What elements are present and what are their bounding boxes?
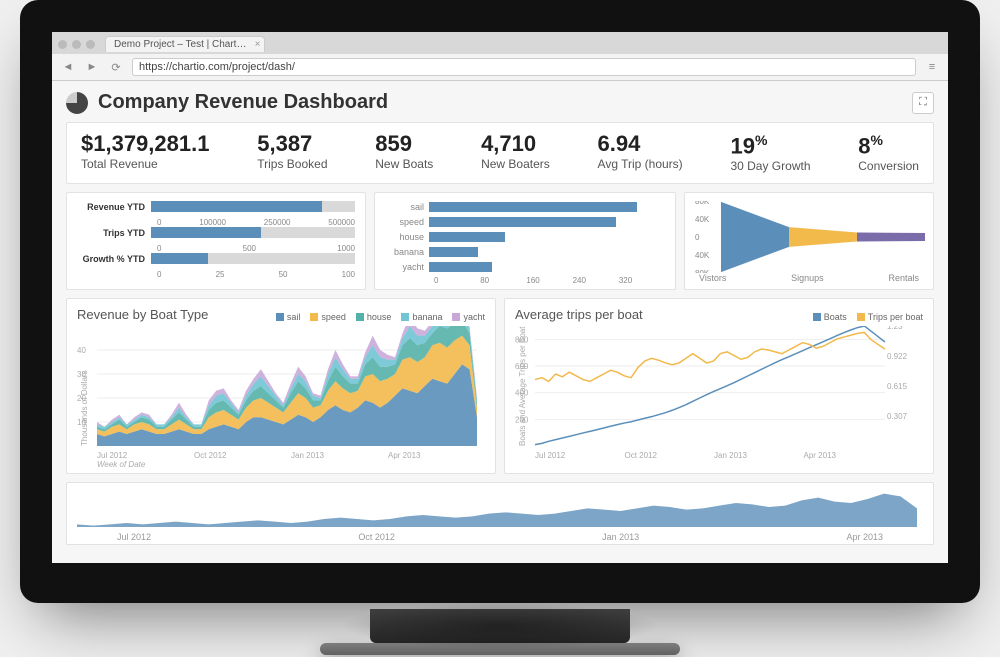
svg-text:Boats and Average Trips per Bo: Boats and Average Trips per Boat: [518, 326, 527, 446]
funnel-stage-label: Rentals: [888, 273, 919, 283]
bullet-fill: [151, 253, 208, 264]
kpi-label: Conversion: [858, 159, 919, 173]
line-svg: 2004006008000.3070.6150.9221.23Boats and…: [515, 326, 915, 446]
browser-tab[interactable]: Demo Project – Test | Chart… ×: [105, 36, 265, 52]
dashboard-page: Company Revenue Dashboard ⛶ $1,379,281.1…: [52, 81, 948, 563]
svg-text:0: 0: [695, 233, 700, 242]
svg-text:1.23: 1.23: [887, 326, 903, 331]
catbar-fill: [429, 247, 478, 257]
chartio-logo-icon: [66, 92, 88, 114]
legend-item: speed: [310, 312, 346, 322]
kpi: 8% Conversion: [858, 133, 919, 173]
bullet-track: [151, 201, 355, 212]
bullet-label: Revenue YTD: [77, 202, 151, 212]
catbar-fill: [429, 262, 492, 272]
kpi-value: 19%: [730, 133, 810, 157]
boat-type-bars: sailspeedhousebananayacht080160240320: [374, 192, 676, 290]
kpi: 859 New Boats: [375, 133, 433, 173]
url-text: https://chartio.com/project/dash/: [139, 61, 295, 73]
catbar-label: house: [385, 232, 429, 242]
kpi: $1,379,281.1 Total Revenue: [81, 133, 209, 173]
legend-item: sail: [276, 312, 301, 322]
avg-trips-line-chart: Average trips per boat Boats Trips per boa…: [504, 298, 934, 474]
kpi-value: 4,710: [481, 133, 550, 155]
legend-item: Boats: [813, 307, 847, 326]
kpi-value: 5,387: [257, 133, 327, 155]
funnel-stage-label: Signups: [791, 273, 824, 283]
menu-icon[interactable]: ≡: [924, 61, 940, 73]
page-title: Company Revenue Dashboard: [98, 91, 902, 114]
svg-text:40K: 40K: [695, 251, 710, 260]
bullet-charts: Revenue YTD0100000250000500000Trips YTD0…: [66, 192, 366, 290]
kpi-value: $1,379,281.1: [81, 133, 209, 155]
window-controls[interactable]: [58, 40, 95, 49]
svg-text:80K: 80K: [695, 201, 710, 206]
fullscreen-button[interactable]: ⛶: [912, 92, 934, 114]
funnel-svg: 80K40K040K80K: [695, 201, 925, 273]
spark-svg: [77, 487, 917, 527]
line-chart-title: Average trips per boat: [515, 307, 643, 322]
mid-row: Revenue YTD0100000250000500000Trips YTD0…: [66, 192, 934, 290]
catbar-fill: [429, 217, 616, 227]
kpi-label: 30 Day Growth: [730, 159, 810, 173]
kpi-row: $1,379,281.1 Total Revenue 5,387 Trips Book…: [66, 122, 934, 184]
bullet-label: Growth % YTD: [77, 254, 151, 264]
url-input[interactable]: https://chartio.com/project/dash/: [132, 58, 916, 76]
catbar-label: yacht: [385, 262, 429, 272]
kpi-value: 8%: [858, 133, 919, 157]
catbar-fill: [429, 202, 637, 212]
area-chart-title: Revenue by Boat Type: [77, 307, 208, 322]
tab-title: Demo Project – Test | Chart…: [114, 39, 246, 50]
browser-chrome: Demo Project – Test | Chart… × ◄ ► ⟳ htt…: [52, 32, 948, 81]
kpi: 6.94 Avg Trip (hours): [598, 133, 683, 173]
close-icon[interactable]: [58, 40, 67, 49]
svg-text:0.922: 0.922: [887, 352, 908, 361]
sparkline-chart: Jul 2012Oct 2012Jan 2013Apr 2013: [66, 482, 934, 545]
kpi-value: 6.94: [598, 133, 683, 155]
spark-row: Jul 2012Oct 2012Jan 2013Apr 2013: [66, 482, 934, 545]
bullet-label: Trips YTD: [77, 228, 151, 238]
reload-button[interactable]: ⟳: [108, 61, 124, 74]
charts-row: Revenue by Boat Type sail speed house banana…: [66, 298, 934, 474]
svg-text:40: 40: [77, 346, 86, 355]
bullet-fill: [151, 201, 322, 212]
legend-item: banana: [401, 312, 442, 322]
catbar-fill: [429, 232, 505, 242]
tab-bar: Demo Project – Test | Chart… ×: [52, 32, 948, 54]
kpi: 19% 30 Day Growth: [730, 133, 810, 173]
forward-button[interactable]: ►: [84, 61, 100, 73]
catbar-label: sail: [385, 202, 429, 212]
kpi-label: New Boats: [375, 157, 433, 171]
kpi-label: Avg Trip (hours): [598, 157, 683, 171]
bullet-track: [151, 227, 355, 238]
revenue-area-chart: Revenue by Boat Type sail speed house banana…: [66, 298, 496, 474]
page-header: Company Revenue Dashboard ⛶: [66, 91, 934, 114]
catbar-label: banana: [385, 247, 429, 257]
monitor-frame: Demo Project – Test | Chart… × ◄ ► ⟳ htt…: [20, 0, 980, 603]
svg-text:0.615: 0.615: [887, 382, 908, 391]
minimize-icon[interactable]: [72, 40, 81, 49]
tab-close-icon[interactable]: ×: [255, 39, 261, 50]
zoom-icon[interactable]: [86, 40, 95, 49]
kpi-label: Total Revenue: [81, 157, 209, 171]
bullet-fill: [151, 227, 261, 238]
address-bar: ◄ ► ⟳ https://chartio.com/project/dash/ …: [52, 54, 948, 80]
kpi: 5,387 Trips Booked: [257, 133, 327, 173]
catbar-label: speed: [385, 217, 429, 227]
kpi-label: Trips Booked: [257, 157, 327, 171]
kpi-label: New Boaters: [481, 157, 550, 171]
funnel-chart: 80K40K040K80KVistorsSignupsRentals: [684, 192, 934, 290]
legend-item: house: [356, 312, 392, 322]
svg-text:40K: 40K: [695, 215, 710, 224]
back-button[interactable]: ◄: [60, 61, 76, 73]
funnel-stage-label: Vistors: [699, 273, 726, 283]
legend-item: yacht: [452, 312, 485, 322]
svg-text:0.307: 0.307: [887, 412, 908, 421]
legend-item: Trips per boat: [857, 307, 923, 326]
area-svg: 10203040Thousands of Dollars: [77, 326, 477, 446]
kpi-value: 859: [375, 133, 433, 155]
svg-text:Thousands of Dollars: Thousands of Dollars: [80, 371, 89, 447]
bullet-track: [151, 253, 355, 264]
kpi: 4,710 New Boaters: [481, 133, 550, 173]
